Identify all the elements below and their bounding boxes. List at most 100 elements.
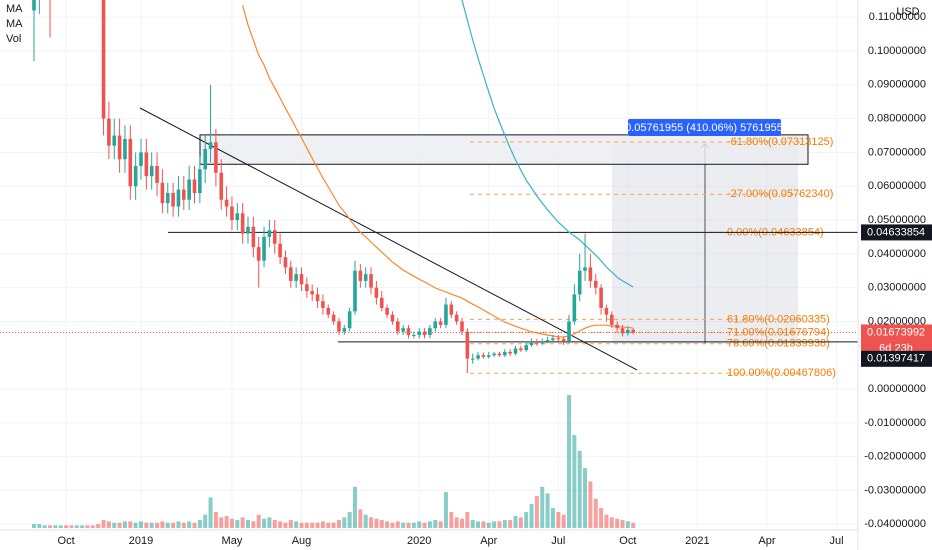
y-tick-label: -0.04000000 bbox=[864, 518, 926, 530]
volume-bar bbox=[625, 521, 630, 528]
x-tick-label: Oct bbox=[58, 535, 75, 547]
volume-bar bbox=[117, 522, 122, 528]
candle-body bbox=[476, 355, 480, 359]
candle-body bbox=[545, 340, 550, 342]
volume-bar bbox=[449, 512, 454, 528]
volume-bar bbox=[128, 521, 133, 528]
volume-bar bbox=[85, 525, 90, 528]
volume-bar bbox=[187, 521, 192, 528]
volume-bar bbox=[37, 524, 42, 528]
volume-bar bbox=[395, 521, 400, 528]
x-tick-label: Apr bbox=[480, 535, 497, 547]
volume-bar bbox=[524, 512, 529, 528]
candle-body bbox=[198, 169, 202, 194]
resistance-label: 0.04633854 bbox=[867, 226, 925, 238]
currency: USD bbox=[896, 6, 919, 18]
volume-bar bbox=[374, 518, 379, 528]
candle-body bbox=[615, 324, 619, 329]
volume-bar bbox=[144, 522, 149, 528]
legend-vol: Vol bbox=[6, 33, 21, 45]
volume-bar bbox=[106, 521, 111, 528]
volume-bar bbox=[256, 514, 261, 528]
volume-bar bbox=[631, 522, 636, 528]
candle-body bbox=[460, 321, 464, 332]
volume-bar bbox=[219, 517, 224, 528]
candle-body bbox=[240, 213, 245, 234]
fib-label: 78.60%(0.01339938) bbox=[727, 338, 830, 350]
volume-bar bbox=[406, 522, 411, 528]
candle-body bbox=[101, 0, 106, 119]
candle-body bbox=[235, 213, 240, 221]
legend-ma: MA bbox=[6, 3, 23, 15]
candle-body bbox=[604, 307, 609, 315]
candle-body bbox=[139, 152, 143, 166]
candle-body bbox=[176, 189, 181, 207]
volume-bar bbox=[262, 518, 267, 528]
x-tick-label: Jul bbox=[551, 535, 565, 547]
volume-bar bbox=[534, 496, 539, 528]
candle-body bbox=[583, 267, 587, 271]
candle-body bbox=[208, 142, 213, 150]
candle-body bbox=[519, 348, 523, 351]
volume-bar bbox=[454, 517, 459, 528]
candle-body bbox=[160, 182, 165, 204]
y-tick-label: 0.04000000 bbox=[868, 248, 926, 260]
candle-body bbox=[267, 230, 272, 237]
volume-bar bbox=[363, 514, 368, 528]
candle-body bbox=[353, 270, 357, 312]
resistance-label-bg bbox=[861, 224, 932, 241]
candle-body bbox=[497, 353, 502, 356]
volume-bar bbox=[203, 514, 208, 528]
y-tick-label: -0.02000000 bbox=[864, 451, 926, 463]
candle-body bbox=[246, 226, 250, 234]
candle-body bbox=[128, 138, 133, 187]
candle-body bbox=[492, 353, 496, 356]
x-tick-label: Apr bbox=[758, 535, 775, 547]
candle-body bbox=[230, 206, 234, 221]
candle-body bbox=[631, 329, 635, 333]
volume-bar bbox=[64, 525, 69, 528]
candle-body bbox=[363, 274, 368, 281]
volume-bar bbox=[620, 520, 625, 528]
y-tick-label: 0.10000000 bbox=[868, 45, 926, 57]
candle-body bbox=[379, 297, 384, 308]
volume-bar bbox=[481, 521, 486, 528]
candle-body bbox=[283, 257, 288, 268]
candle-body bbox=[610, 314, 614, 325]
candle-body bbox=[358, 270, 363, 281]
candle-body bbox=[438, 321, 443, 325]
x-tick-label: 2019 bbox=[129, 535, 153, 547]
candle-body bbox=[540, 341, 545, 344]
candle-body bbox=[133, 165, 138, 187]
volume-bar bbox=[32, 524, 36, 528]
volume-bar bbox=[353, 486, 357, 528]
candle-body bbox=[577, 270, 582, 295]
candle-body bbox=[112, 135, 117, 146]
volume-bar bbox=[42, 525, 47, 528]
candle-body bbox=[251, 226, 256, 248]
fib-label: -61.80%(0.07313125) bbox=[727, 136, 833, 148]
volume-bar bbox=[69, 525, 74, 528]
y-tick-label: 0.03000000 bbox=[868, 282, 926, 294]
candle-body bbox=[182, 189, 186, 200]
candle-body bbox=[396, 321, 400, 332]
volume-bar bbox=[208, 497, 213, 528]
y-tick-label: 0.08000000 bbox=[868, 113, 926, 125]
support-label: 0.01397417 bbox=[867, 353, 925, 365]
volume-bar bbox=[561, 514, 566, 528]
volume-bar bbox=[550, 508, 555, 528]
candle-body bbox=[513, 348, 518, 354]
legend-ma: MA bbox=[6, 18, 23, 30]
volume-bar bbox=[486, 522, 491, 528]
volume-bar bbox=[101, 520, 106, 528]
volume-bar bbox=[224, 516, 229, 528]
candle-body bbox=[567, 321, 571, 342]
measure-tag bbox=[628, 119, 781, 136]
candle-body bbox=[454, 314, 459, 322]
volume-bar bbox=[283, 522, 288, 528]
y-tick-label: 0.07000000 bbox=[868, 146, 926, 158]
volume-bar bbox=[593, 498, 598, 528]
volume-bar bbox=[235, 520, 240, 528]
volume-bar bbox=[267, 517, 272, 528]
